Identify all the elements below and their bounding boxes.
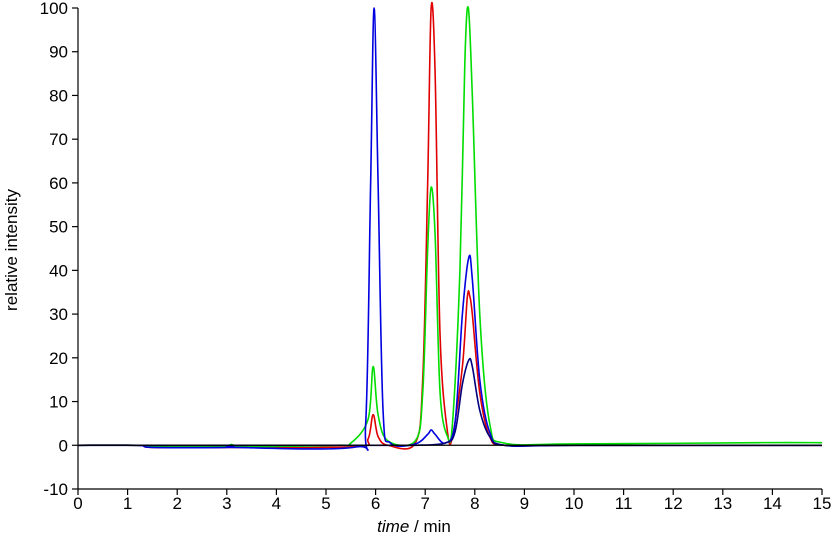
series-line-1 (77, 1, 822, 450)
y-tick-label: 90 (49, 43, 68, 62)
series-layer (77, 1, 823, 452)
x-tick-label: 6 (371, 494, 380, 513)
x-axis-title-italic: time (377, 517, 409, 536)
x-tick-label: 2 (172, 494, 181, 513)
x-tick-label: 7 (420, 494, 429, 513)
y-tick-label: 70 (49, 130, 68, 149)
x-tick-label: 8 (470, 494, 479, 513)
x-tick-label: 11 (615, 494, 633, 513)
x-tick-label: 5 (321, 494, 330, 513)
y-tick-label: 10 (49, 393, 68, 412)
series-line-3 (77, 7, 822, 452)
series-line-4 (78, 357, 822, 447)
y-tick-label: 0 (59, 436, 68, 455)
x-tick-label: 12 (664, 494, 683, 513)
y-tick-label: 100 (40, 0, 68, 18)
x-tick-label: 9 (520, 494, 529, 513)
x-tick-label: 4 (272, 494, 281, 513)
y-tick-label: 80 (49, 86, 68, 105)
y-tick-label: 60 (49, 174, 68, 193)
x-tick-label: 0 (73, 494, 82, 513)
y-axis-title: relative intensity (2, 189, 21, 311)
x-tick-label: 14 (763, 494, 782, 513)
x-tick-label: 3 (222, 494, 231, 513)
y-tick-label: 30 (49, 305, 68, 324)
x-tick-label: 15 (813, 494, 832, 513)
y-tick-label: 20 (49, 349, 68, 368)
x-axis-title: time / min (377, 517, 451, 536)
y-tick-label: 50 (49, 218, 68, 237)
x-tick-label: 13 (713, 494, 732, 513)
y-tick-label: -10 (43, 480, 68, 499)
x-tick-label: 1 (123, 494, 132, 513)
series-line-2 (77, 6, 823, 448)
x-axis-title-unit: / min (409, 517, 451, 536)
x-tick-label: 10 (565, 494, 584, 513)
y-tick-label: 40 (49, 261, 68, 280)
